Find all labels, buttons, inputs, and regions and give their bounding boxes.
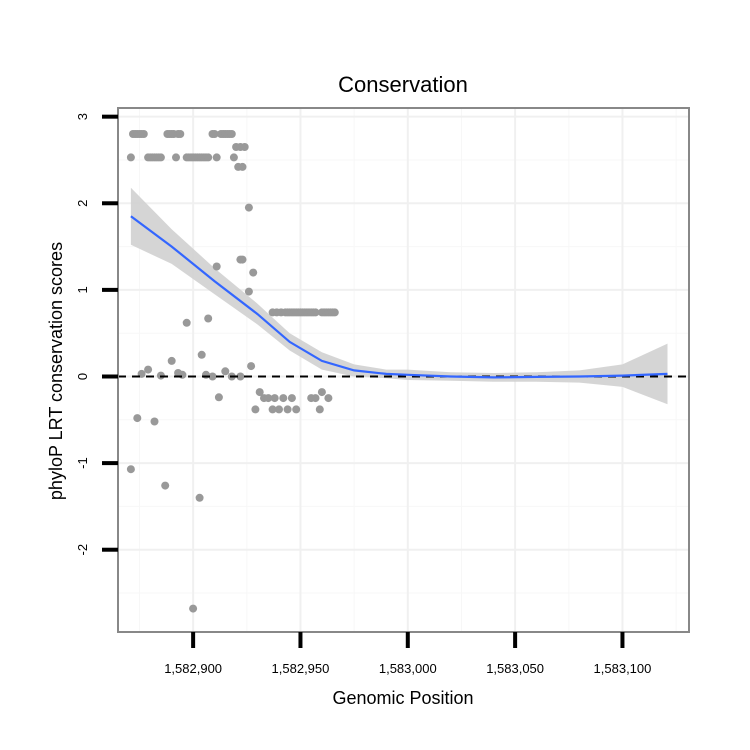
data-point: [212, 262, 221, 271]
data-point: [172, 153, 180, 162]
data-point: [161, 481, 170, 490]
x-axis: 1,582,900 1,582,950 1,583,000 1,583,050 1,58…: [164, 632, 651, 676]
x-tick-label: 1,582,900: [164, 661, 222, 676]
data-point: [251, 405, 260, 414]
data-point: [195, 493, 204, 502]
data-point: [144, 365, 153, 374]
chart-title: Conservation: [338, 72, 468, 97]
data-point: [126, 153, 135, 162]
data-point: [221, 367, 230, 376]
x-tick-label: 1,582,950: [272, 661, 330, 676]
data-point: [268, 405, 277, 414]
data-point: [324, 394, 333, 403]
data-point: [330, 308, 339, 317]
y-tick-label: 0: [75, 373, 90, 380]
data-point: [126, 465, 135, 474]
data-point: [182, 318, 191, 327]
y-tick-label: -1: [75, 457, 90, 469]
smooth-line-layer: [130, 215, 668, 379]
y-axis-label: phyloP LRT conservation scores: [46, 242, 66, 500]
data-point: [240, 143, 249, 151]
y-axis: 3 2 1 0 -1 -2: [75, 113, 118, 555]
data-point: [176, 130, 185, 138]
data-point: [315, 405, 324, 414]
data-point: [255, 388, 264, 397]
data-point: [238, 162, 247, 171]
data-point: [292, 405, 301, 414]
data-point: [311, 308, 320, 317]
plot-panel-border: [117, 107, 690, 633]
x-tick-label: 1,583,000: [379, 661, 437, 676]
data-points-layer: [126, 130, 339, 613]
data-point: [311, 394, 320, 403]
data-point: [244, 287, 253, 296]
data-point: [275, 405, 283, 414]
y-tick-label: 3: [75, 113, 90, 120]
data-point: [317, 388, 326, 397]
data-point: [229, 153, 238, 162]
data-point: [279, 394, 288, 403]
data-point: [270, 394, 279, 403]
y-tick-label: 1: [75, 286, 90, 293]
data-point: [287, 394, 296, 403]
data-point: [156, 153, 165, 162]
data-point: [197, 350, 206, 359]
data-point: [247, 362, 256, 371]
data-point: [238, 255, 247, 264]
data-point: [150, 417, 159, 426]
data-point: [283, 405, 292, 414]
data-point: [236, 372, 245, 381]
data-point: [204, 153, 213, 162]
data-point: [167, 356, 176, 365]
data-point: [264, 394, 273, 403]
x-tick-label: 1,583,100: [594, 661, 652, 676]
data-point: [212, 153, 221, 162]
data-point: [189, 604, 198, 613]
data-point: [133, 414, 142, 423]
smooth-line: [130, 215, 668, 379]
data-point: [139, 130, 148, 138]
confidence-ribbon-layer: [130, 187, 668, 405]
confidence-ribbon: [130, 187, 668, 405]
data-point: [208, 372, 217, 381]
x-tick-label: 1,583,050: [486, 661, 544, 676]
grid-layer: [118, 108, 689, 632]
data-point: [178, 370, 187, 379]
y-tick-label: 2: [75, 200, 90, 207]
data-point: [204, 314, 213, 323]
y-tick-label: -2: [75, 544, 90, 556]
x-axis-label: Genomic Position: [332, 688, 473, 708]
data-point: [227, 130, 236, 138]
data-point: [244, 203, 253, 212]
data-point: [249, 268, 258, 277]
data-point: [214, 393, 223, 402]
data-point: [210, 130, 219, 138]
